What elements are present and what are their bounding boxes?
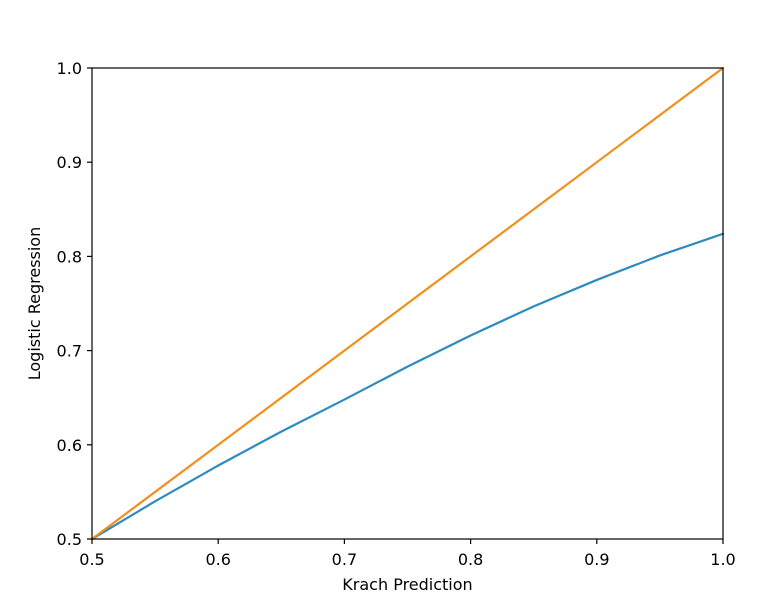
y-tick-label: 0.8 xyxy=(57,247,82,266)
x-tick-label: 0.9 xyxy=(584,550,609,569)
x-axis-label: Krach Prediction xyxy=(342,575,472,594)
y-axis-ticks: 0.5 0.6 0.7 0.8 0.9 1.0 xyxy=(57,59,92,549)
y-tick-label: 1.0 xyxy=(57,59,82,78)
y-axis-label: Logistic Regression xyxy=(25,227,44,380)
plot-frame xyxy=(91,67,724,540)
y-tick-label: 0.6 xyxy=(57,436,82,455)
x-tick-label: 1.0 xyxy=(710,550,735,569)
x-tick-label: 0.5 xyxy=(79,550,104,569)
x-tick-label: 0.7 xyxy=(332,550,357,569)
series-layer xyxy=(90,66,725,541)
x-axis-ticks: 0.5 0.6 0.7 0.8 0.9 1.0 xyxy=(79,539,736,569)
x-tick-label: 0.6 xyxy=(205,550,230,569)
y-tick-label: 0.9 xyxy=(57,153,82,172)
x-tick-label: 0.8 xyxy=(458,550,483,569)
series-line-2 xyxy=(90,66,725,541)
series-line-1 xyxy=(90,232,725,541)
y-tick-label: 0.7 xyxy=(57,342,82,361)
y-tick-label: 0.5 xyxy=(57,530,82,549)
